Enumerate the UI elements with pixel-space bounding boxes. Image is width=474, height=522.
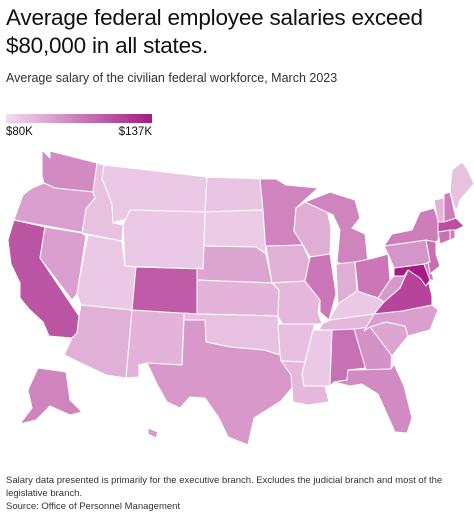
state-KS [196, 279, 280, 317]
state-WY [122, 209, 206, 270]
state-RI [449, 229, 456, 241]
state-CO [131, 266, 204, 315]
state-ME [449, 161, 474, 213]
legend-min-label: $80K [6, 126, 33, 138]
state-HI [147, 427, 159, 439]
legend-max-label: $137K [118, 126, 152, 138]
legend-gradient-bar [6, 114, 152, 123]
state-CA [7, 219, 80, 339]
state-NH [443, 191, 457, 223]
state-NJ [425, 239, 441, 275]
state-FL [333, 363, 413, 434]
page-subtitle: Average salary of the civilian federal w… [6, 71, 338, 85]
state-IA [265, 244, 311, 284]
state-IL [304, 253, 337, 321]
color-legend: $80K $137K [6, 114, 152, 140]
footer-source: Source: Office of Personnel Management [6, 501, 181, 512]
footer-note: Salary data presented is primarily for t… [6, 475, 443, 499]
state-MI [304, 191, 369, 267]
state-NE [196, 245, 273, 284]
state-AK [19, 367, 83, 425]
state-ND [204, 176, 264, 213]
footer: Salary data presented is primarily for t… [6, 474, 470, 513]
us-choropleth-map [7, 150, 474, 446]
page-title: Average federal employee salaries exceed… [6, 5, 423, 58]
state-TX [146, 319, 293, 446]
state-NY [383, 207, 441, 247]
